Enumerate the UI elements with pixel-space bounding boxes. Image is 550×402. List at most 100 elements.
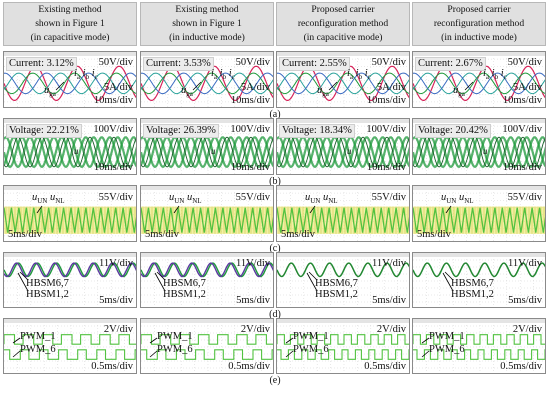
trace-current-a: [413, 72, 545, 95]
thd-prefix: Voltage:: [418, 125, 453, 136]
pwm-1-label: PWM_1: [293, 331, 329, 342]
label-i-b: i: [219, 68, 223, 79]
trace-current-c: [4, 72, 136, 95]
time-scale: 5ms/div: [372, 295, 406, 306]
time-scale: 0.5ms/div: [228, 361, 270, 372]
trace-pwm-1: [277, 334, 409, 345]
label-u-ga-symbol: u: [181, 85, 187, 96]
thd-prefix: Voltage:: [9, 125, 44, 136]
scope-trace-area: [141, 186, 273, 241]
thd-value: 26.39%: [183, 125, 216, 136]
label-i-c-sub: c: [94, 73, 98, 82]
time-scale: 10ms/div: [366, 162, 406, 173]
scope-panel-a-2: Current: 3.53% 50V/div 5A/div 10ms/div uga ia…: [140, 51, 274, 108]
voltage-scale: 100V/div: [502, 124, 542, 135]
label-i-a: i: [74, 68, 77, 79]
row-label-c: (c): [269, 243, 281, 254]
voltage-thd-label: Voltage: 26.39%: [143, 124, 219, 138]
current-labels: ia ib ic: [347, 68, 371, 83]
voltage-scale: 55V/div: [371, 192, 406, 203]
label-i-b-sub: b: [494, 73, 499, 82]
time-scale: 5ms/div: [145, 229, 179, 240]
trace-phase-voltage-3: [141, 135, 273, 169]
trace-common-mode: [413, 207, 545, 233]
voltage-thd-label: Voltage: 18.34%: [279, 124, 355, 138]
trace-pwm-6: [277, 349, 409, 360]
trace-pwm-1: [4, 334, 136, 345]
scope-panel-a-1: Current: 3.12% 50V/div 5A/div 10ms/div uga ia…: [3, 51, 137, 108]
voltage-scale: 50V/div: [507, 57, 542, 68]
column-header-line: Proposed carrier: [447, 4, 511, 15]
thd-prefix: Current:: [282, 58, 317, 69]
label-u-nl: u: [50, 192, 56, 203]
trace-current-a: [4, 72, 136, 95]
thd-value: 3.53%: [183, 58, 211, 69]
trace-pwm-6: [141, 349, 273, 360]
label-u-un-sub: UN: [174, 197, 185, 206]
label-u-nl: u: [323, 192, 329, 203]
voltage-scale: 100V/div: [366, 124, 406, 135]
current-thd-label: Current: 3.12%: [6, 57, 77, 71]
label-u-ga-subscript: ga: [458, 90, 465, 99]
scope-trace-area: [141, 52, 273, 107]
scope-panel-e-4: 2V/div 0.5ms/div PWM_1 PWM_6: [412, 318, 546, 374]
scope-panel-b-3: Voltage: 18.34% 100V/div 10ms/div u: [276, 118, 410, 175]
column-header-line: (in inductive mode): [169, 32, 245, 43]
column-header-4: Proposed carrier reconfiguration method (i…: [412, 2, 546, 46]
label-u-un-sub: UN: [446, 197, 457, 206]
voltage-scale: 11V/div: [98, 258, 133, 269]
label-i-a-sub: a: [76, 73, 81, 82]
scope-trace-area: [141, 253, 273, 307]
hbsm-upper-label: HBSM6,7: [315, 278, 358, 289]
signal-labels: uUN uNL: [305, 192, 338, 207]
time-scale: 10ms/div: [230, 162, 270, 173]
thd-value: 2.55%: [319, 58, 347, 69]
voltage-thd-label: Voltage: 20.42%: [415, 124, 491, 138]
time-scale: 5ms/div: [236, 295, 270, 306]
thd-prefix: Current:: [418, 58, 453, 69]
scope-panel-c-2: 55V/div 5ms/div uUN uNL: [140, 185, 274, 242]
scope-panel-a-3: Current: 2.55% 50V/div 5A/div 10ms/div uga ia…: [276, 51, 410, 108]
label-i-b: i: [82, 68, 86, 79]
current-thd-label: Current: 3.53%: [143, 57, 214, 71]
trace-current-b: [141, 72, 273, 95]
label-u-nl-sub: NL: [328, 197, 338, 206]
trace-phase-voltage-2: [4, 135, 136, 169]
pwm-6-label: PWM_6: [293, 344, 329, 355]
hbsm-upper-label: HBSM6,7: [26, 278, 69, 289]
time-scale: 0.5ms/div: [364, 361, 406, 372]
label-u-un-sub: UN: [310, 197, 321, 206]
label-i-c: i: [228, 68, 232, 79]
label-u-ga: uga: [453, 85, 465, 100]
trace-phase-voltage-2: [277, 135, 409, 169]
label-u-ga-symbol: u: [44, 85, 50, 96]
current-thd-label: Current: 2.55%: [279, 57, 350, 71]
time-scale: 5ms/div: [8, 229, 42, 240]
column-header-line: reconfiguration method: [433, 18, 525, 29]
column-header-text: Existing method shown in Figure 1 (in capa…: [31, 3, 110, 45]
label-u-ga-subscript: ga: [186, 90, 193, 99]
hbsm-lower-label: HBSM1,2: [163, 289, 206, 300]
trace-phase-voltage-2: [141, 135, 273, 169]
label-u-ga-subscript: ga: [322, 90, 329, 99]
trace-hbsm-lower: [277, 262, 409, 277]
trace-current-b: [4, 72, 136, 95]
label-u-un-sub: UN: [37, 197, 48, 206]
label-i-c-sub: c: [367, 73, 371, 82]
trace-current-b: [277, 72, 409, 95]
scope-panel-d-1: 11V/div 5ms/div HBSM6,7 HBSM1,2: [3, 252, 137, 308]
column-header-line: reconfiguration method: [297, 18, 389, 29]
column-header-text: Existing method shown in Figure 1 (in indu…: [169, 3, 245, 45]
thd-value: 3.12%: [46, 58, 74, 69]
label-u-ga-symbol: u: [453, 85, 459, 96]
column-header-line: (in capacitive mode): [303, 32, 383, 43]
trace-current-c: [413, 72, 545, 95]
row-label-a: (a): [269, 109, 281, 120]
trace-phase-voltage-fund: [141, 136, 273, 168]
signal-labels: uUN uNL: [441, 192, 474, 207]
label-i-c: i: [500, 68, 504, 79]
voltage-scale: 100V/div: [93, 124, 133, 135]
hbsm-lower-label: HBSM1,2: [26, 289, 69, 300]
label-i-c: i: [91, 68, 95, 79]
voltage-scale: 100V/div: [230, 124, 270, 135]
